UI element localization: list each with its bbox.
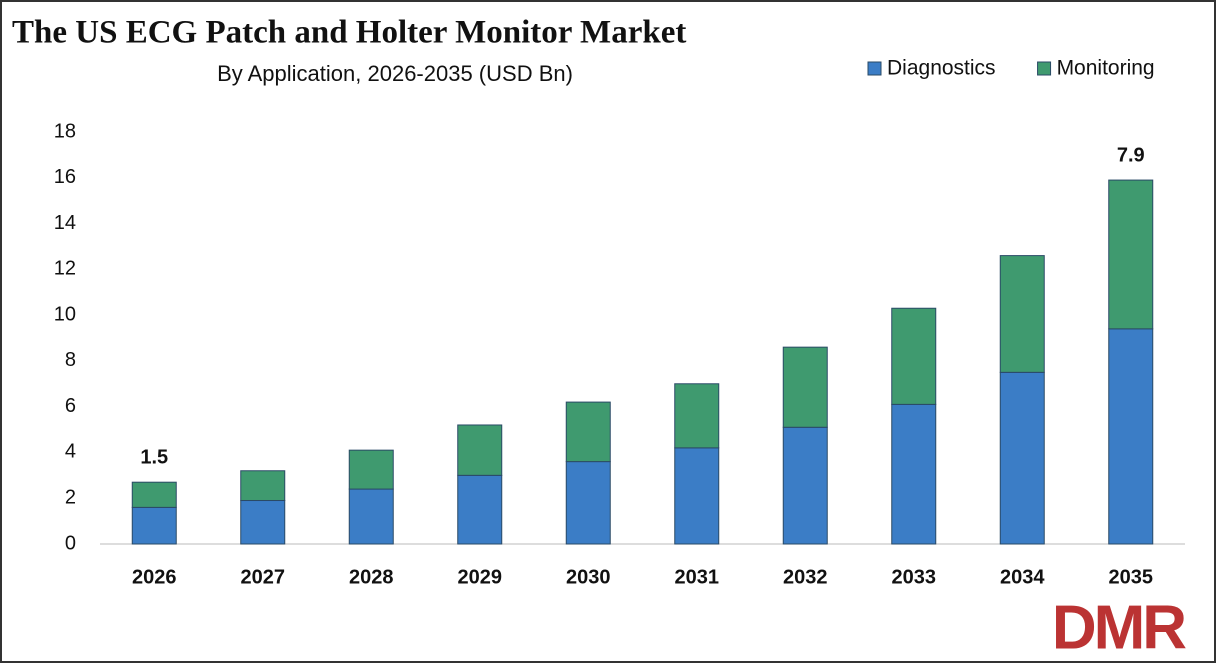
x-tick-label: 2034 xyxy=(1000,566,1045,588)
logo: DMR xyxy=(1052,593,1186,662)
annotation: 1.5 xyxy=(140,446,168,468)
x-tick-label: 2029 xyxy=(458,566,503,588)
chart-subtitle: By Application, 2026-2035 (USD Bn) xyxy=(217,61,573,86)
x-tick-label: 2028 xyxy=(349,566,394,588)
y-tick-label: 8 xyxy=(65,349,76,371)
y-tick-label: 12 xyxy=(54,258,76,280)
bar-segment xyxy=(240,500,286,545)
bar-segment xyxy=(131,481,177,508)
x-tick-label: 2031 xyxy=(675,566,720,588)
y-tick-label: 18 xyxy=(54,120,76,142)
x-tick-label: 2032 xyxy=(783,566,828,588)
bar-segment xyxy=(674,383,720,449)
legend-label: Monitoring xyxy=(1057,57,1155,80)
x-tick-label: 2030 xyxy=(566,566,611,588)
bar-segment xyxy=(1108,328,1154,545)
legend-swatch xyxy=(867,61,882,76)
bar-segment xyxy=(999,371,1045,545)
bar-segment xyxy=(891,403,937,545)
bar-segment xyxy=(348,449,394,490)
y-tick-label: 4 xyxy=(65,441,76,463)
y-tick-label: 0 xyxy=(65,532,76,554)
bar-segment xyxy=(457,474,503,545)
chart-title: The US ECG Patch and Holter Monitor Mark… xyxy=(12,15,686,51)
x-tick-label: 2033 xyxy=(892,566,937,588)
bar-segment xyxy=(1108,179,1154,330)
bar-segment xyxy=(131,506,177,545)
x-tick-label: 2026 xyxy=(132,566,177,588)
y-tick-label: 16 xyxy=(54,166,76,188)
y-tick-label: 10 xyxy=(54,303,76,325)
bar-segment xyxy=(565,401,611,463)
x-tick-label: 2027 xyxy=(241,566,286,588)
y-tick-label: 2 xyxy=(65,487,76,509)
y-tick-label: 14 xyxy=(54,212,76,234)
y-tick-label: 6 xyxy=(65,395,76,417)
bar-segment xyxy=(891,307,937,405)
bar-segment xyxy=(457,424,503,476)
bar-segment xyxy=(782,346,828,428)
bar-segment xyxy=(782,426,828,545)
bar-segment xyxy=(240,470,286,502)
x-tick-label: 2035 xyxy=(1109,566,1154,588)
bar-segment xyxy=(348,488,394,545)
legend-label: Diagnostics xyxy=(887,57,996,80)
bar-segment xyxy=(999,255,1045,373)
bar-segment xyxy=(565,461,611,545)
annotation: 7.9 xyxy=(1117,144,1145,166)
bar-segment xyxy=(674,447,720,545)
legend-swatch xyxy=(1037,61,1052,76)
